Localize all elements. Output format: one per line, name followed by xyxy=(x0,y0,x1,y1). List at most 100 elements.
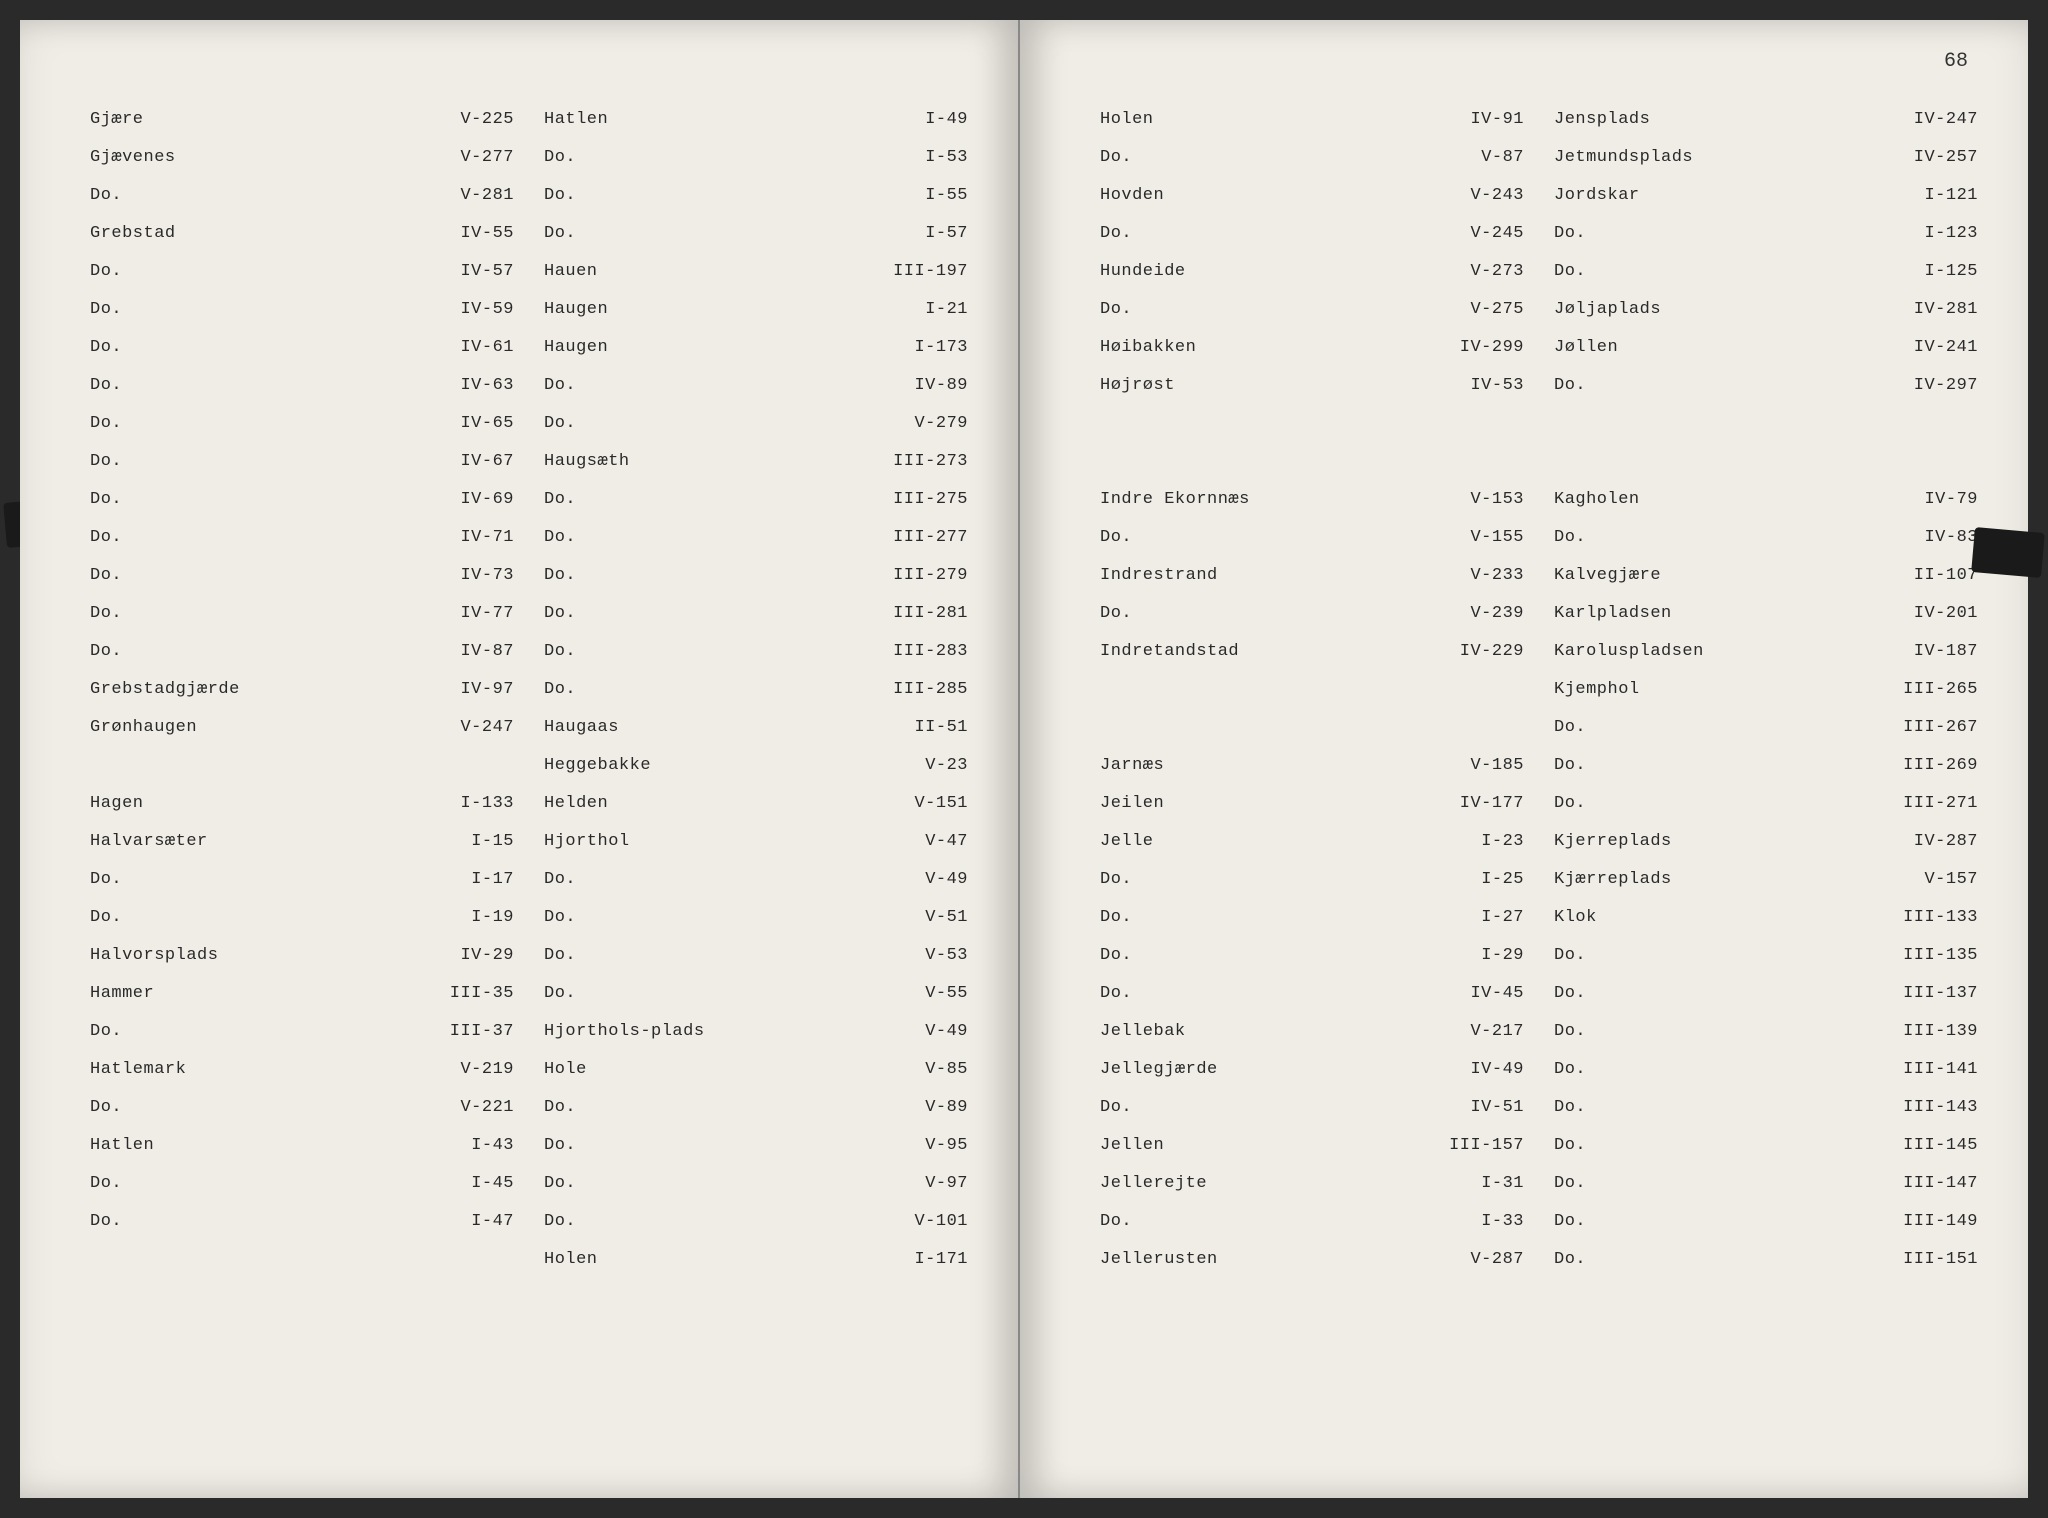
reference-code: III-151 xyxy=(1888,1250,1978,1269)
index-row: HatlenI-49 xyxy=(544,110,968,140)
index-row: Do.III-147 xyxy=(1554,1174,1978,1204)
place-name: Jensplads xyxy=(1554,110,1888,129)
reference-code: III-197 xyxy=(878,262,968,281)
place-name: Do. xyxy=(90,414,424,433)
place-name: Do. xyxy=(1554,984,1888,1003)
spacer-row xyxy=(1100,414,1524,444)
reference-code: III-35 xyxy=(424,984,514,1003)
index-row: Do.V-281 xyxy=(90,186,514,216)
place-name: Hauen xyxy=(544,262,878,281)
index-row: Do.IV-71 xyxy=(90,528,514,558)
reference-code: III-149 xyxy=(1888,1212,1978,1231)
reference-code: I-57 xyxy=(878,224,968,243)
reference-code: I-121 xyxy=(1888,186,1978,205)
reference-code: III-133 xyxy=(1888,908,1978,927)
reference-code: IV-71 xyxy=(424,528,514,547)
place-name: Indre Ekornnæs xyxy=(1100,490,1434,509)
place-name: Gjære xyxy=(90,110,424,129)
place-name: Indretandstad xyxy=(1100,642,1434,661)
index-row: Do.III-281 xyxy=(544,604,968,634)
reference-code: III-265 xyxy=(1888,680,1978,699)
place-name: Do. xyxy=(544,566,878,585)
reference-code: I-27 xyxy=(1434,908,1524,927)
place-name: Do. xyxy=(1554,262,1888,281)
place-name: Karoluspladsen xyxy=(1554,642,1888,661)
index-row: Do.V-49 xyxy=(544,870,968,900)
reference-code: V-273 xyxy=(1434,262,1524,281)
reference-code: V-243 xyxy=(1434,186,1524,205)
place-name: Do. xyxy=(544,1136,878,1155)
index-row: Do.III-145 xyxy=(1554,1136,1978,1166)
index-row: Do.I-47 xyxy=(90,1212,514,1242)
reference-code: IV-67 xyxy=(424,452,514,471)
index-row: Do.I-55 xyxy=(544,186,968,216)
left-columns: GjæreV-225GjævenesV-277Do.V-281GrebstadI… xyxy=(90,80,968,1438)
place-name: Grebstad xyxy=(90,224,424,243)
reference-code: V-23 xyxy=(878,756,968,775)
index-row: Do.IV-87 xyxy=(90,642,514,672)
reference-code: I-25 xyxy=(1434,870,1524,889)
reference-code: I-29 xyxy=(1434,946,1524,965)
reference-code: V-153 xyxy=(1434,490,1524,509)
index-row: HatlenI-43 xyxy=(90,1136,514,1166)
reference-code: I-21 xyxy=(878,300,968,319)
index-row: HagenI-133 xyxy=(90,794,514,824)
page-number: 68 xyxy=(1944,50,1968,73)
index-row: HauenIII-197 xyxy=(544,262,968,292)
index-row: JellegjærdeIV-49 xyxy=(1100,1060,1524,1090)
reference-code: III-135 xyxy=(1888,946,1978,965)
index-row: Do.III-135 xyxy=(1554,946,1978,976)
place-name: Do. xyxy=(1554,718,1888,737)
place-name: Do. xyxy=(544,186,878,205)
place-name: Do. xyxy=(1100,908,1434,927)
reference-code: V-47 xyxy=(878,832,968,851)
reference-code: V-157 xyxy=(1888,870,1978,889)
reference-code: IV-287 xyxy=(1888,832,1978,851)
index-row: Do.V-155 xyxy=(1100,528,1524,558)
reference-code: IV-57 xyxy=(424,262,514,281)
reference-code: III-285 xyxy=(878,680,968,699)
place-name: Jarnæs xyxy=(1100,756,1434,775)
spacer-row xyxy=(1100,680,1524,710)
index-row: Do.III-275 xyxy=(544,490,968,520)
place-name: Do. xyxy=(90,1212,424,1231)
place-name: Do. xyxy=(1554,376,1888,395)
place-name: Jøllen xyxy=(1554,338,1888,357)
place-name: Hammer xyxy=(90,984,424,1003)
reference-code: IV-247 xyxy=(1888,110,1978,129)
index-row: HovdenV-243 xyxy=(1100,186,1524,216)
reference-code: IV-201 xyxy=(1888,604,1978,623)
spacer-row xyxy=(1554,414,1978,444)
place-name: Do. xyxy=(1100,870,1434,889)
reference-code: I-17 xyxy=(424,870,514,889)
place-name: Do. xyxy=(544,528,878,547)
place-name: Karlpladsen xyxy=(1554,604,1888,623)
index-row: JellebakV-217 xyxy=(1100,1022,1524,1052)
place-name: Heggebakke xyxy=(544,756,878,775)
reference-code: IV-91 xyxy=(1434,110,1524,129)
reference-code: V-49 xyxy=(878,870,968,889)
index-row: Do.III-267 xyxy=(1554,718,1978,748)
reference-code: I-45 xyxy=(424,1174,514,1193)
reference-code: V-221 xyxy=(424,1098,514,1117)
reference-code: V-225 xyxy=(424,110,514,129)
binder-clip-right xyxy=(1971,527,2045,578)
reference-code: V-287 xyxy=(1434,1250,1524,1269)
reference-code: I-15 xyxy=(424,832,514,851)
index-row: Do.I-53 xyxy=(544,148,968,178)
place-name: Do. xyxy=(544,680,878,699)
index-row: Do.I-17 xyxy=(90,870,514,900)
place-name: Kjerreplads xyxy=(1554,832,1888,851)
book-spread: GjæreV-225GjævenesV-277Do.V-281GrebstadI… xyxy=(20,20,2028,1498)
index-row: JellerustenV-287 xyxy=(1100,1250,1524,1280)
place-name: Halvorsplads xyxy=(90,946,424,965)
reference-code: V-151 xyxy=(878,794,968,813)
index-row: Do.III-271 xyxy=(1554,794,1978,824)
index-row: Do.IV-73 xyxy=(90,566,514,596)
index-row: Do.I-33 xyxy=(1100,1212,1524,1242)
right-page: 68 HolenIV-91Do.V-87HovdenV-243Do.V-245H… xyxy=(1020,20,2028,1498)
place-name: Do. xyxy=(1100,148,1434,167)
index-row: Hjorthols-pladsV-49 xyxy=(544,1022,968,1052)
reference-code: V-101 xyxy=(878,1212,968,1231)
index-row: JøllenIV-241 xyxy=(1554,338,1978,368)
